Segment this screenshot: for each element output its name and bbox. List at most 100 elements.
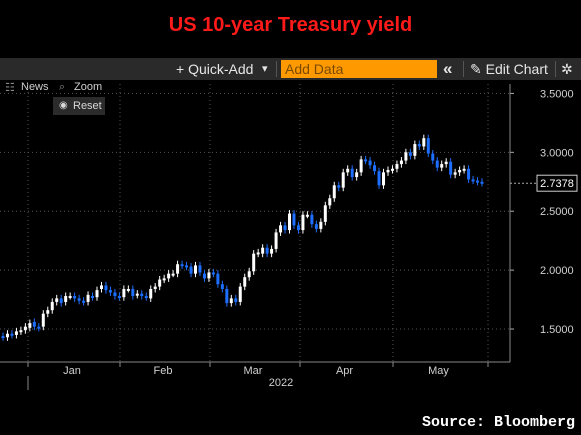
pencil-icon: ✎ [470,61,482,77]
candle-body [189,266,193,274]
candle-body [332,185,336,199]
candle-body [382,172,386,186]
candle-body [440,164,444,168]
candle-body [355,172,359,178]
candle-body [28,323,32,328]
candle-body [314,224,318,229]
candle-body [185,265,189,268]
toolbar-divider [555,61,556,77]
candle-body [153,286,157,289]
candle-body [86,294,90,302]
candle-body [243,277,247,287]
candle-body [458,169,462,173]
candle-body [140,293,144,297]
reset-label: Reset [73,100,102,112]
chart-toolbar: + Quick-Add ▾ « ✎ Edit Chart ✲ [0,58,581,80]
candle-body [390,168,394,171]
candle-body [368,160,372,166]
candle-body [256,252,260,255]
candle-body [462,168,466,171]
x-month-label: Feb [154,365,173,377]
candle-body [95,290,99,298]
edit-chart-button[interactable]: ✎ Edit Chart [470,58,548,80]
add-data-input[interactable] [281,60,437,78]
candle-body [225,288,229,304]
candle-body [229,298,233,304]
collapse-icon[interactable]: « [443,59,453,78]
candle-body [126,288,130,291]
candle-body [274,232,278,249]
candle-body [162,278,166,281]
candle-body [431,153,435,161]
candle-body [422,138,426,147]
candle-body [5,333,9,338]
candle-body [373,165,377,172]
candle-body [359,159,363,173]
news-icon: ☷ [5,82,15,94]
candle-body [377,171,381,186]
candle-body [135,293,139,296]
candle-body [288,213,292,231]
candle-body [435,160,439,168]
candle-body [77,298,81,301]
candle-body [341,172,345,188]
candle-body [108,290,112,293]
page-title: US 10-year Treasury yield [168,14,413,36]
candle-body [292,213,296,226]
candle-body [1,336,5,339]
candle-body [328,198,332,206]
candle-body [202,273,206,279]
candle-body [270,248,274,254]
candle-body [122,288,126,298]
candle-body [99,285,103,289]
reset-icon: ◉ [59,100,68,111]
candle-body [144,296,148,299]
candle-body [364,159,368,162]
candle-body [10,333,14,336]
y-tick-label: 1.5000 [540,324,574,336]
reset-button[interactable]: ◉ Reset [53,97,105,115]
candle-body [220,284,224,289]
candle-body [480,181,484,184]
x-month-label: Apr [336,365,353,377]
last-value-label: 2.7378 [540,178,574,190]
candle-body [395,164,399,169]
candle-body [449,161,453,175]
candle-body [404,152,408,161]
candle-body [149,288,153,299]
candle-body [426,138,430,154]
candle-body [167,273,171,279]
candle-body [19,330,23,333]
candle-body [453,172,457,175]
x-month-label: Mar [244,365,263,377]
last-value-box [536,174,578,192]
candle-body [408,152,412,156]
candle-body [247,271,251,278]
candle-body [117,296,121,299]
candle-body [41,313,45,327]
candle-body [346,168,350,173]
candle-body [238,286,242,302]
candle-body [50,301,54,311]
candle-body [319,221,323,229]
candle-body [198,265,202,273]
candle-body [413,144,417,156]
candle-body [323,205,327,222]
candle-body [37,326,41,329]
candle-body [104,285,108,291]
chevron-down-icon[interactable]: ▾ [262,63,268,75]
candle-body [73,296,77,299]
toolbar-divider [276,61,277,77]
candle-body [68,296,72,299]
quick-add-button[interactable]: + Quick-Add [176,61,254,77]
gear-icon[interactable]: ✲ [561,61,573,77]
candle-body [350,168,354,178]
y-tick-label: 3.5000 [540,88,574,100]
candle-body [444,161,448,165]
zoom-button[interactable]: Zoom [74,81,103,93]
candle-body [176,264,180,274]
candle-body [476,180,480,183]
candle-body [171,273,175,276]
candle-body [14,331,18,335]
x-month-label: May [428,365,449,377]
